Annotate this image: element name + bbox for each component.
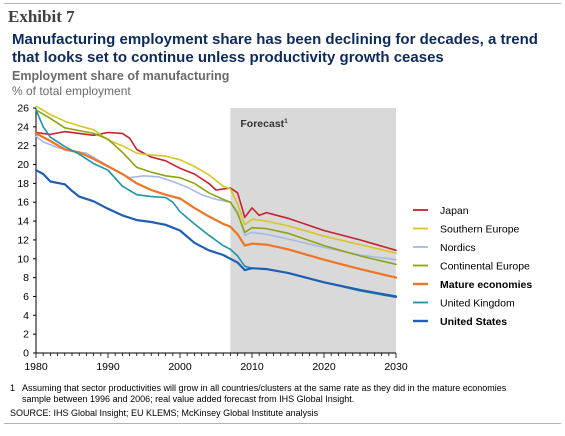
forecast-superscript: 1 <box>284 118 288 125</box>
legend-label: Nordics <box>440 242 476 254</box>
source-note: SOURCE: IHS Global Insight; EU KLEMS; Mc… <box>10 408 319 418</box>
y-tick-label: 14 <box>17 216 29 228</box>
x-tick-label: 2010 <box>240 361 264 373</box>
footnote-line-1: 1 Assuming that sector productivities wil… <box>10 383 560 394</box>
x-tick-label: 2000 <box>168 361 192 373</box>
legend-label: United States <box>440 316 507 328</box>
top-rule <box>4 3 561 4</box>
y-tick-label: 2 <box>23 329 29 341</box>
y-tick-label: 12 <box>17 234 29 246</box>
chart-headline: Manufacturing employment share has been … <box>12 31 538 66</box>
x-tick-label: 2030 <box>384 361 408 373</box>
forecast-region <box>230 108 396 353</box>
legend-label: Japan <box>440 205 469 217</box>
y-tick-label: 26 <box>17 103 29 115</box>
unit-label: % of total employment <box>12 84 131 98</box>
chart-subtitle: Employment share of manufacturing <box>12 69 230 83</box>
series-line-continental-europe <box>35 109 397 266</box>
legend-label: United Kingdom <box>440 298 515 310</box>
footnote: 1 Assuming that sector productivities wil… <box>10 383 560 405</box>
footnote-text-1: Assuming that sector productivities will… <box>22 383 507 393</box>
y-tick-label: 18 <box>17 178 29 190</box>
exhibit-label: Exhibit 7 <box>8 7 75 26</box>
legend-label: Mature economies <box>440 279 532 291</box>
footnote-marker: 1 <box>10 383 16 393</box>
y-tick-label: 4 <box>23 310 29 322</box>
x-tick-label: 2020 <box>312 361 336 373</box>
x-tick-label: 1990 <box>96 361 120 373</box>
y-tick-label: 6 <box>23 291 29 303</box>
forecast-label-text: Forecast <box>240 118 284 130</box>
series-line-southern-europe <box>35 105 397 254</box>
legend-label: Southern Europe <box>440 224 520 236</box>
series-line-united-states <box>34 169 398 298</box>
bottom-rule <box>4 423 561 424</box>
footnote-line-2: sample between 1996 and 2006; real value… <box>22 394 355 404</box>
y-tick-label: 10 <box>17 253 29 265</box>
y-tick-label: 22 <box>17 140 29 152</box>
series-line-mature-economies <box>34 132 398 279</box>
y-tick-label: 0 <box>23 348 29 360</box>
forecast-label: Forecast1 <box>240 118 288 130</box>
x-tick-label: 1980 <box>24 361 48 373</box>
legend-label: Continental Europe <box>440 261 530 273</box>
y-tick-label: 16 <box>17 197 29 209</box>
y-tick-label: 8 <box>23 272 29 284</box>
y-tick-label: 20 <box>17 159 29 171</box>
y-tick-label: 24 <box>17 121 29 133</box>
